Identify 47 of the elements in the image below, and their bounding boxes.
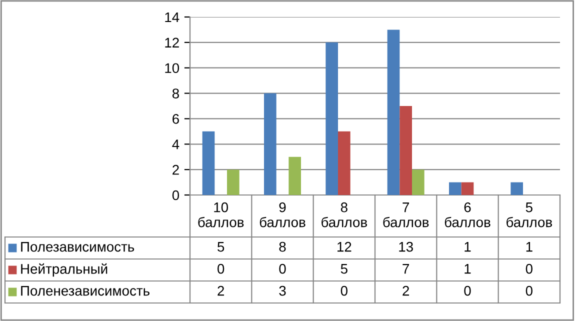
bar <box>227 170 240 195</box>
x-tick-label: 10 баллов <box>198 202 244 228</box>
data-label: 0 <box>464 286 471 296</box>
bar <box>326 42 338 195</box>
data-label: 3 <box>279 286 286 296</box>
bar <box>510 182 523 195</box>
y-tick-label: 14 <box>165 12 180 22</box>
bar <box>264 93 276 195</box>
data-label: 7 <box>402 264 409 274</box>
y-tick-label: 0 <box>172 190 180 200</box>
bar <box>338 131 350 195</box>
bar <box>400 106 412 195</box>
x-tick-label: 7 баллов <box>383 202 429 228</box>
data-label: 1 <box>464 242 471 252</box>
x-tick-label: 6 баллов <box>444 202 490 228</box>
bar <box>449 182 462 195</box>
data-label: 5 <box>340 264 348 274</box>
y-tick-label: 4 <box>172 140 180 150</box>
y-tick-label: 12 <box>165 38 179 48</box>
data-label: 12 <box>338 242 352 252</box>
x-tick-label: 9 баллов <box>260 202 306 228</box>
x-tick-label: 8 баллов <box>322 202 367 228</box>
data-label: 13 <box>399 242 413 252</box>
data-label: 2 <box>218 286 224 296</box>
y-tick-label: 8 <box>172 88 179 98</box>
y-tick-label: 10 <box>165 63 180 74</box>
data-label: 0 <box>218 264 224 274</box>
data-label: 1 <box>526 242 532 252</box>
data-label: 0 <box>340 286 348 296</box>
bar <box>288 156 301 195</box>
legend-label: Поленезависимость <box>21 286 150 296</box>
bar <box>387 30 400 195</box>
bar <box>461 182 474 195</box>
x-tick-label: 5 баллов <box>506 202 552 228</box>
data-label: 8 <box>279 242 286 252</box>
data-label: 0 <box>279 264 286 274</box>
y-tick-label: 2 <box>172 164 179 175</box>
legend-label: Нейтральный <box>21 263 108 277</box>
data-label: 0 <box>526 286 532 296</box>
bar <box>202 131 215 195</box>
data-label: 0 <box>526 264 532 274</box>
data-label: 5 <box>218 242 224 252</box>
data-label: 1 <box>464 264 471 274</box>
bar <box>412 170 424 195</box>
y-tick-label: 6 <box>172 114 179 124</box>
data-label: 2 <box>402 286 409 296</box>
legend-label: Полезависимость <box>21 242 134 252</box>
